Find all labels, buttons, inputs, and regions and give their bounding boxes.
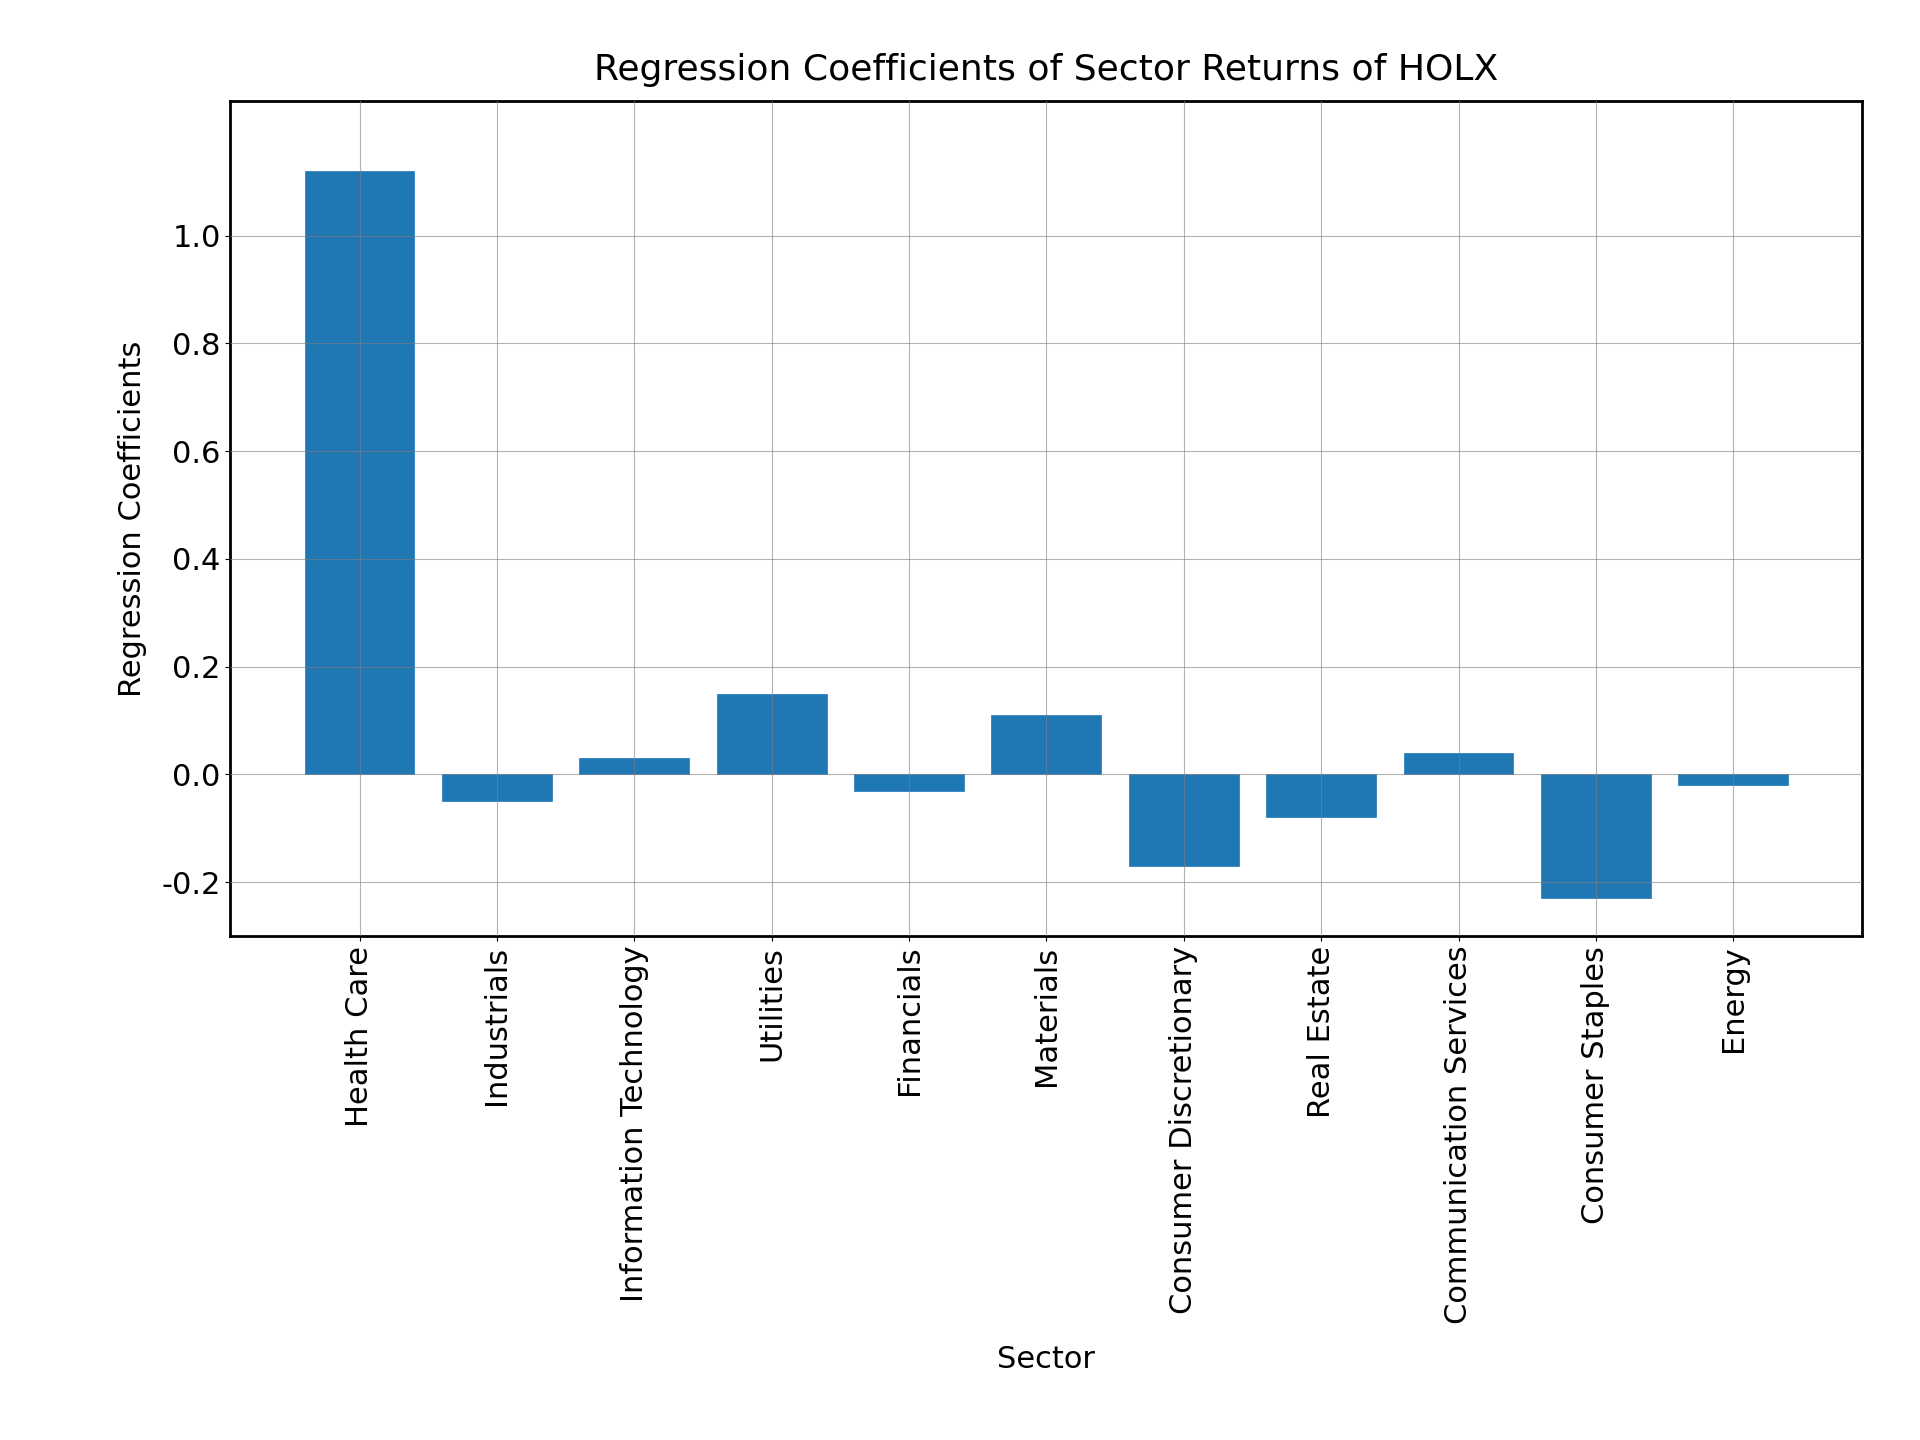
Bar xyxy=(1678,775,1788,785)
X-axis label: Sector: Sector xyxy=(996,1345,1096,1374)
Bar xyxy=(1404,753,1513,775)
Title: Regression Coefficients of Sector Returns of HOLX: Regression Coefficients of Sector Return… xyxy=(595,53,1498,86)
Bar xyxy=(1129,775,1238,865)
Bar xyxy=(1542,775,1651,899)
Bar xyxy=(991,716,1102,775)
Bar xyxy=(580,759,689,775)
Bar xyxy=(854,775,964,791)
Bar xyxy=(442,775,551,801)
Bar xyxy=(1265,775,1377,818)
Bar xyxy=(305,171,415,775)
Bar xyxy=(716,694,828,775)
Y-axis label: Regression Coefficients: Regression Coefficients xyxy=(119,340,148,697)
